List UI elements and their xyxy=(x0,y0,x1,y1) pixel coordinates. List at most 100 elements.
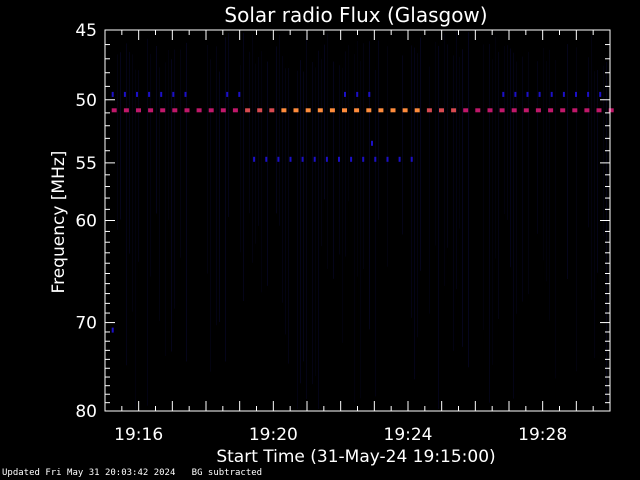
noise-column xyxy=(318,50,319,410)
noise-column xyxy=(378,40,379,220)
noise-column xyxy=(435,41,436,246)
emission-band xyxy=(344,91,371,97)
noise-column xyxy=(150,53,151,277)
band-segment xyxy=(550,91,553,97)
noise-column xyxy=(324,44,325,200)
band-segment xyxy=(587,91,590,97)
emission-band xyxy=(111,108,614,113)
noise-column xyxy=(348,45,349,202)
noise-column xyxy=(537,61,538,234)
band-segment xyxy=(426,108,432,113)
noise-column xyxy=(135,69,136,409)
updated-timestamp: Updated Fri May 31 20:03:42 2024 xyxy=(2,468,176,478)
x-axis-label: Start Time (31-May-24 19:15:00) xyxy=(216,447,495,467)
noise-column xyxy=(444,34,445,286)
x-tick-label: 19:20 xyxy=(249,425,298,445)
noise-column xyxy=(606,61,607,403)
noise-column xyxy=(306,35,307,400)
band-segment xyxy=(226,91,229,97)
band-segment xyxy=(148,108,154,113)
noise-column xyxy=(219,71,220,322)
y-tick-label: 55 xyxy=(75,154,97,174)
bg-subtracted-note: BG subtracted xyxy=(191,468,263,478)
noise-column xyxy=(492,59,493,365)
noise-column xyxy=(453,55,454,351)
noise-column xyxy=(315,67,316,377)
noise-column xyxy=(387,46,388,267)
band-segment xyxy=(350,156,353,162)
noise-column xyxy=(138,70,139,262)
band-segment xyxy=(111,327,114,333)
band-segment xyxy=(414,108,420,113)
band-segment xyxy=(301,156,304,162)
emission-band xyxy=(111,91,187,97)
band-segment xyxy=(439,108,444,113)
noise-column xyxy=(456,32,457,290)
noise-column xyxy=(489,43,490,403)
noise-column xyxy=(132,54,133,312)
noise-column xyxy=(414,47,415,380)
x-tick-label: 19:28 xyxy=(518,425,567,445)
band-segment xyxy=(548,108,554,113)
noise-column xyxy=(546,60,547,282)
emission-band xyxy=(253,156,413,162)
noise-column xyxy=(510,48,511,268)
band-segment xyxy=(293,108,299,113)
band-segment xyxy=(410,156,413,162)
noise-column xyxy=(504,46,505,215)
y-tick-label: 70 xyxy=(75,314,97,334)
noise-column xyxy=(438,45,439,409)
band-segment xyxy=(148,91,151,97)
noise-column xyxy=(159,67,160,321)
band-segment xyxy=(511,108,517,113)
band-segment xyxy=(329,108,335,113)
band-segment xyxy=(281,108,287,113)
y-tick-label: 60 xyxy=(75,212,97,232)
band-segment xyxy=(475,108,481,113)
noise-column xyxy=(243,32,244,302)
y-axis-label: Frequency [MHz] xyxy=(49,151,69,294)
band-segment xyxy=(584,108,590,113)
band-segment xyxy=(317,108,323,113)
noise-column xyxy=(228,32,229,217)
band-segment xyxy=(535,108,541,113)
noise-column xyxy=(180,49,181,258)
noise-column xyxy=(267,61,268,286)
band-segment xyxy=(378,108,384,113)
noise-column xyxy=(249,51,250,214)
noise-column xyxy=(402,55,403,235)
noise-column xyxy=(258,56,259,226)
band-segment xyxy=(599,91,602,97)
band-segment xyxy=(277,156,280,162)
noise-column xyxy=(549,49,550,321)
noise-column xyxy=(483,44,484,330)
band-segment xyxy=(451,108,457,113)
band-segment xyxy=(257,108,263,113)
band-segment xyxy=(136,91,138,97)
band-segment xyxy=(356,91,359,97)
band-segment xyxy=(354,108,360,113)
noise-column xyxy=(327,33,328,269)
noise-column xyxy=(276,46,277,214)
band-segment xyxy=(238,91,241,97)
plot-area xyxy=(111,32,614,410)
noise-column xyxy=(156,46,157,214)
noise-column xyxy=(171,59,172,352)
noise-column xyxy=(507,45,508,220)
noise-column xyxy=(468,32,469,368)
band-segment xyxy=(366,108,372,113)
chart-title: Solar radio Flux (Glasgow) xyxy=(224,3,487,27)
noise-column xyxy=(285,68,286,335)
noise-column xyxy=(462,49,463,347)
band-segment xyxy=(562,91,565,97)
noise-column xyxy=(129,51,130,254)
x-tick-label: 19:24 xyxy=(384,425,433,445)
band-segment xyxy=(184,108,190,113)
band-segment xyxy=(123,108,129,113)
noise-column xyxy=(594,71,595,359)
noise-column xyxy=(252,34,253,263)
noise-column xyxy=(603,65,604,237)
noise-column xyxy=(597,69,598,273)
noise-column xyxy=(354,54,355,403)
band-segment xyxy=(523,108,529,113)
